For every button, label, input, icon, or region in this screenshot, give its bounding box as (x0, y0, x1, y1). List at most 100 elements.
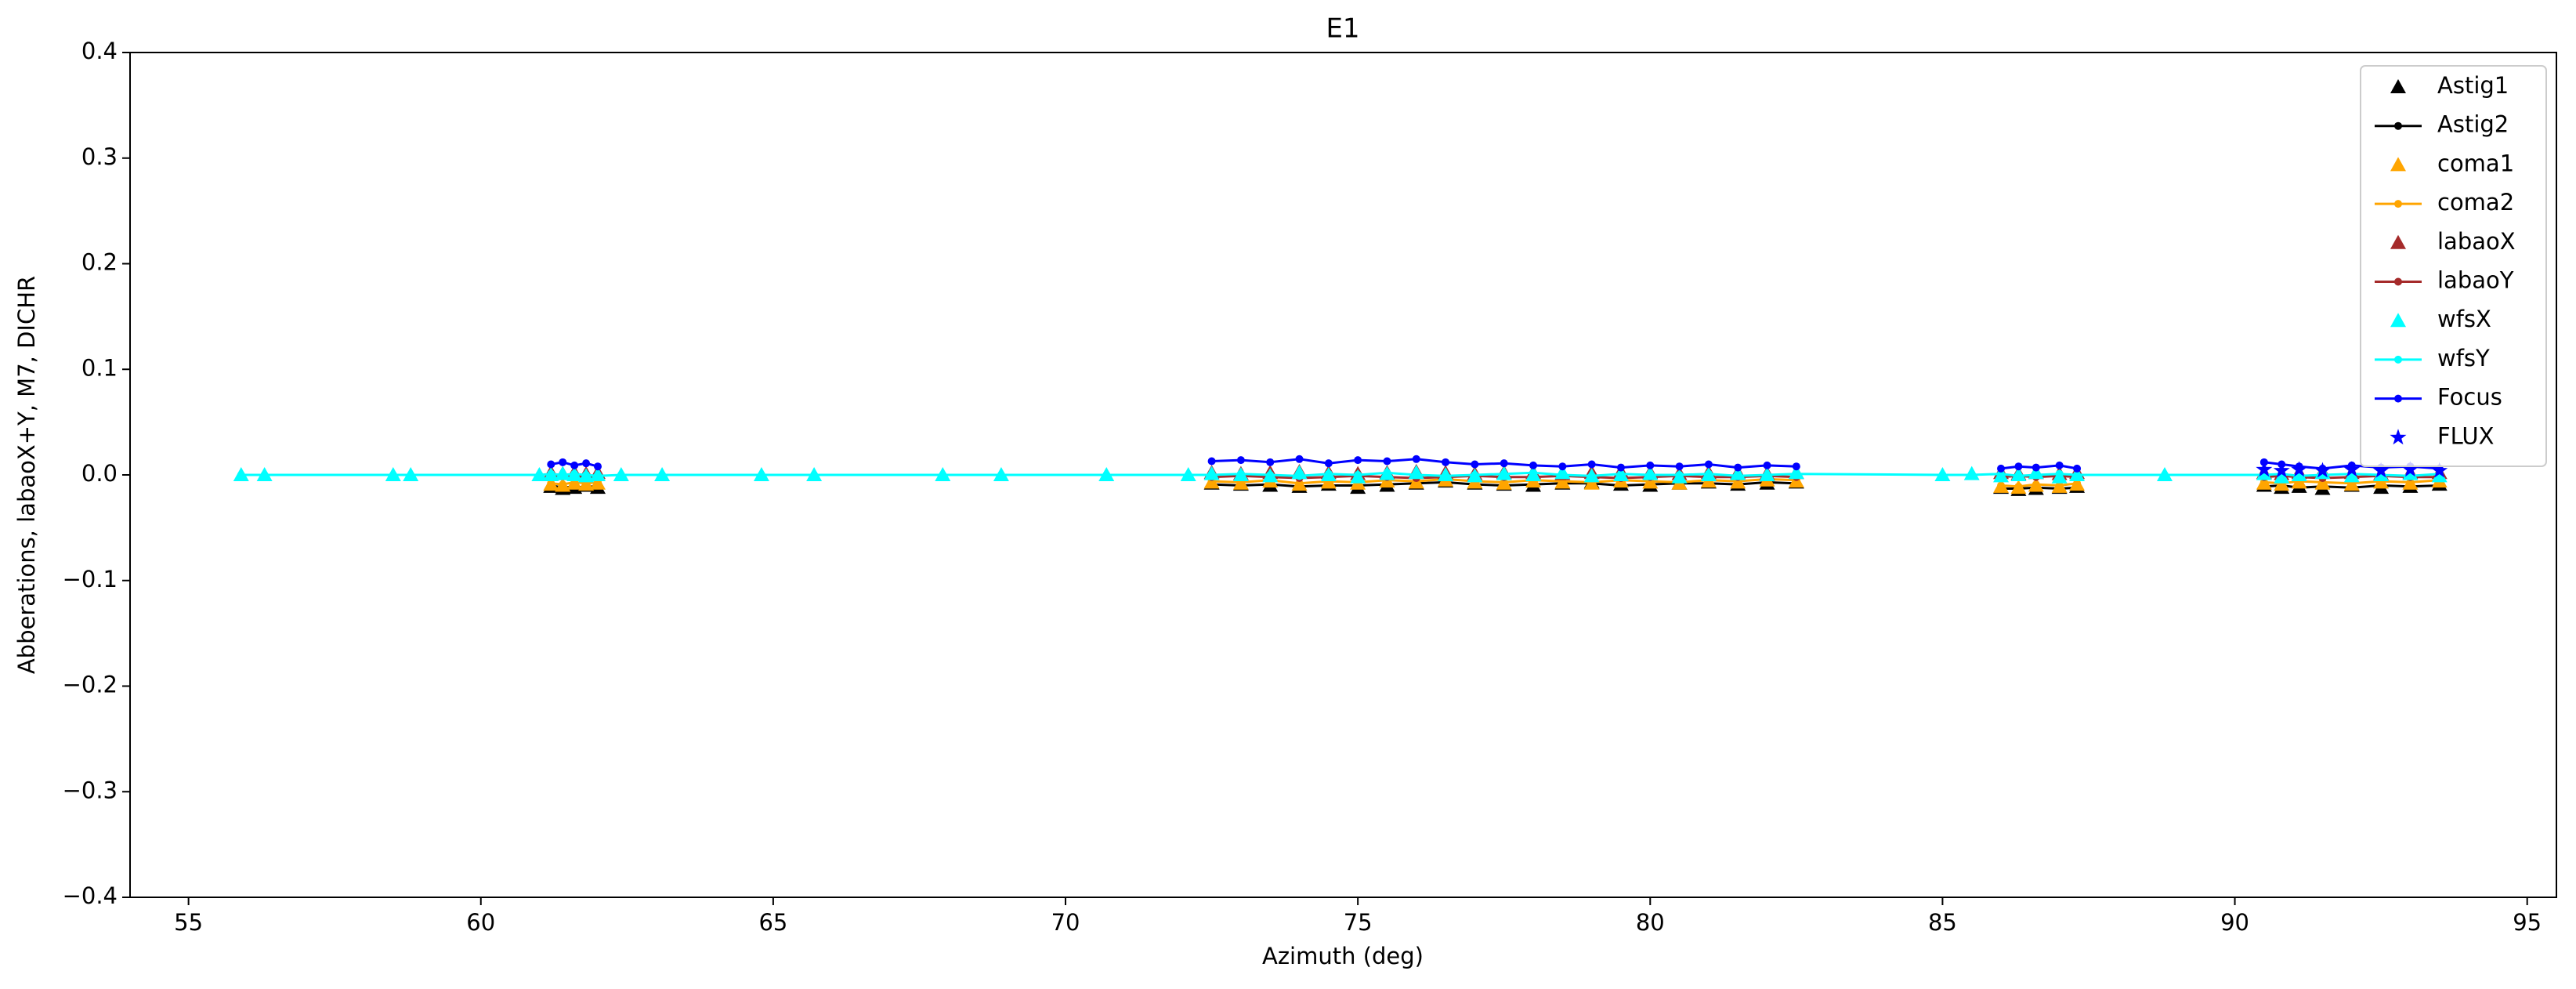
line-point (1587, 472, 1596, 480)
line-point (1704, 469, 1713, 478)
line-point (1529, 461, 1538, 469)
legend-label: labaoY (2437, 267, 2514, 294)
legend-marker (2390, 234, 2406, 249)
line-point (1616, 469, 1625, 478)
y-tick-label: 0.1 (81, 354, 118, 381)
x-tick-label: 85 (1928, 909, 1957, 936)
line-point (1704, 460, 1713, 469)
legend-marker (2390, 157, 2406, 172)
line-point (997, 471, 1005, 479)
line-point (1646, 471, 1655, 479)
chart-title: E1 (1326, 13, 1359, 45)
line-point (1675, 462, 1684, 471)
line-point (1967, 471, 1976, 479)
line-point (2014, 482, 2023, 491)
line-point (1207, 471, 1216, 479)
line-point (559, 471, 567, 479)
line-point (559, 458, 567, 466)
line-point (570, 461, 579, 469)
legend-marker (2394, 355, 2402, 364)
line-point (594, 462, 602, 471)
line-point (1997, 464, 2006, 473)
line-point (2014, 462, 2023, 471)
legend-label: FLUX (2437, 422, 2495, 449)
line-point (594, 472, 602, 480)
line-point (582, 471, 591, 479)
legend-label: coma1 (2437, 150, 2514, 176)
line-point (1734, 463, 1742, 472)
legend-label: labaoX (2437, 228, 2516, 255)
line-point (2031, 480, 2040, 489)
y-tick-label: −0.2 (63, 672, 118, 698)
legend-label: wfsX (2437, 306, 2491, 332)
line-point (1412, 471, 1420, 479)
line-point (1500, 459, 1508, 468)
line-point (1412, 455, 1420, 463)
scatter-point (2256, 461, 2273, 477)
legend-label: Astig1 (2437, 72, 2509, 99)
line-point (1587, 460, 1596, 469)
line-point (757, 471, 765, 479)
x-tick-label: 75 (1344, 909, 1373, 936)
line-point (570, 469, 579, 478)
x-tick-label: 65 (758, 909, 787, 936)
line-point (1938, 471, 1947, 479)
line-point (1646, 461, 1655, 469)
y-tick-label: −0.4 (63, 882, 118, 909)
line-point (1324, 469, 1333, 478)
line-point (1102, 471, 1111, 479)
line-point (1763, 471, 1771, 479)
line-point (2055, 481, 2064, 490)
line-point (939, 471, 947, 479)
scatter-point (2343, 461, 2361, 477)
legend-label: Focus (2437, 384, 2502, 411)
scatter-point (2402, 461, 2419, 477)
y-tick-label: −0.3 (63, 777, 118, 803)
line-point (1997, 481, 2006, 490)
line-point (1616, 463, 1625, 472)
line-point (1471, 471, 1479, 479)
line-point (1792, 469, 1800, 478)
scatter-point (2291, 461, 2308, 477)
axes-frame (129, 52, 2557, 898)
line-point (617, 471, 625, 479)
legend-marker (2390, 313, 2406, 328)
line-point (1354, 471, 1362, 479)
scatter-point (2431, 462, 2448, 478)
series-layer (233, 455, 2448, 496)
line-point (2031, 463, 2040, 472)
line-point (547, 479, 555, 487)
legend-marker (2394, 121, 2402, 130)
x-tick-label: 95 (2513, 909, 2542, 936)
line-point (1763, 461, 1771, 469)
line-point (2014, 472, 2023, 480)
line-point (1236, 469, 1245, 478)
line-point (1184, 471, 1192, 479)
legend-label: Astig2 (2437, 111, 2509, 138)
y-tick-label: −0.1 (63, 566, 118, 592)
line-point (2073, 464, 2082, 473)
scatter-point (2314, 462, 2331, 478)
line-point (1442, 472, 1450, 480)
line-point (547, 469, 555, 478)
line-point (810, 471, 819, 479)
line-point (1266, 458, 1275, 466)
line-point (1675, 471, 1684, 479)
line-point (1734, 472, 1742, 480)
line-point (1529, 469, 1538, 477)
y-tick-label: 0.2 (81, 249, 118, 276)
x-tick-label: 80 (1636, 909, 1665, 936)
line-point (2073, 471, 2082, 479)
legend-box (2360, 65, 2547, 467)
line-point (237, 471, 245, 479)
line-point (1324, 459, 1333, 468)
x-tick-label: 90 (2220, 909, 2249, 936)
line-point (1471, 460, 1479, 469)
legend-marker (2390, 79, 2406, 93)
line-point (535, 471, 544, 479)
line-point (1266, 471, 1275, 479)
line-point (389, 471, 397, 479)
line-point (2161, 471, 2169, 479)
